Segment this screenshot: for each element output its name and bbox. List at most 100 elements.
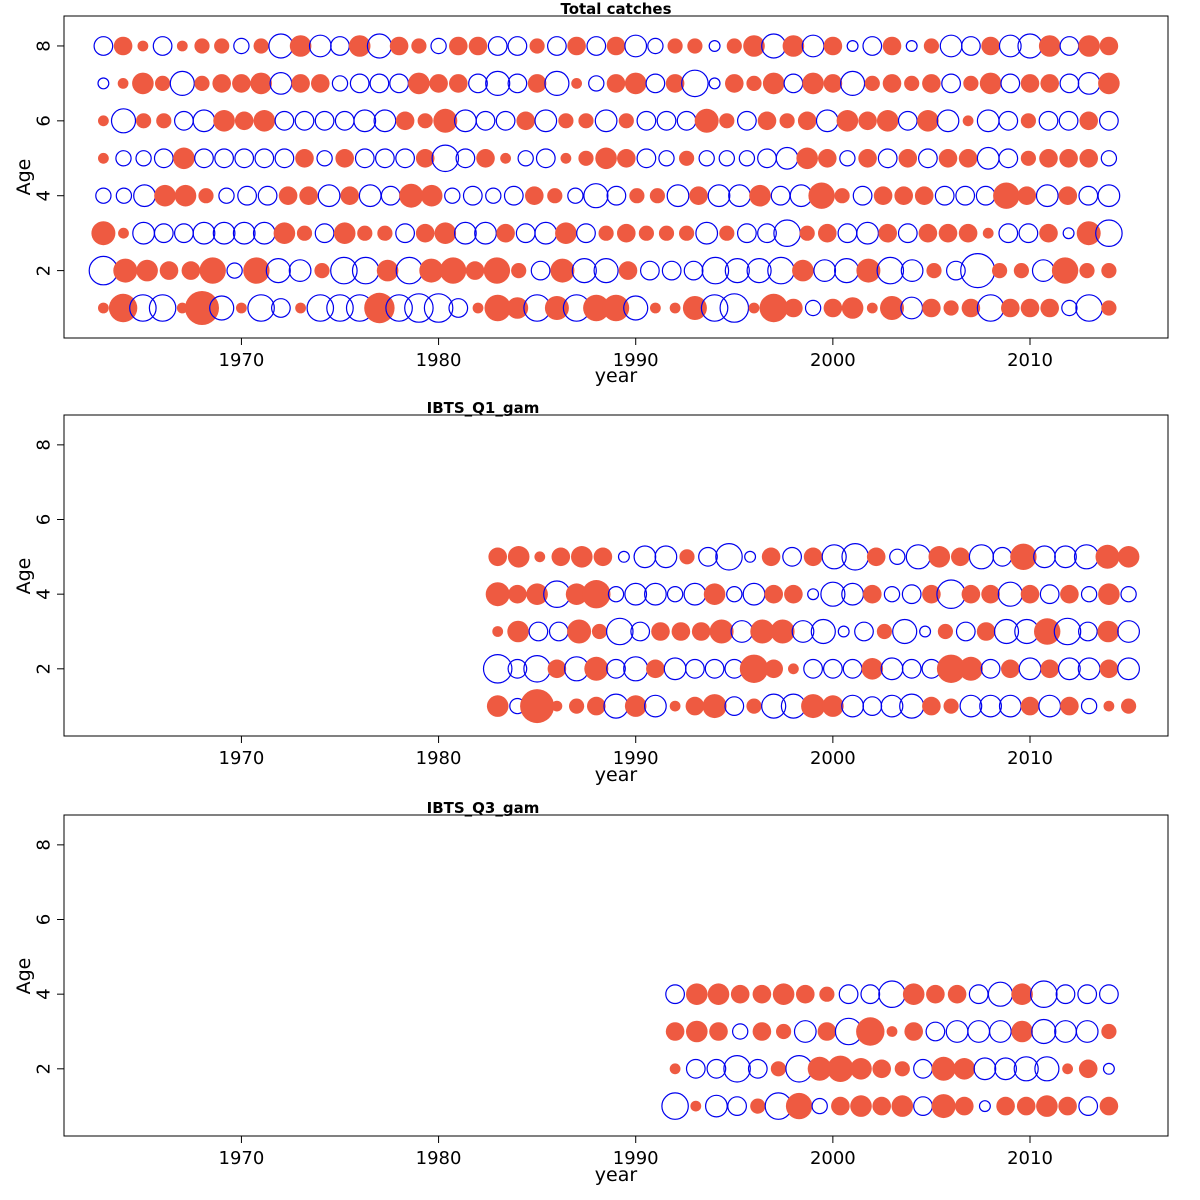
residual-bubble-positive (703, 583, 726, 605)
residual-bubble-negative (369, 73, 390, 94)
bubble-layer (482, 542, 1140, 724)
residual-bubble-positive (850, 1058, 872, 1080)
residual-bubble-negative (265, 258, 291, 284)
y-tick-label: 6 (34, 914, 55, 925)
residual-bubble-positive (719, 113, 735, 129)
residual-bubble-positive (181, 261, 201, 280)
residual-bubble-positive (253, 110, 276, 132)
residual-bubble-negative (528, 621, 549, 642)
residual-bubble-positive (880, 296, 904, 320)
residual-bubble-negative (998, 110, 1019, 131)
residual-bubble-negative (737, 110, 757, 131)
residual-bubble-negative (744, 550, 757, 563)
residual-bubble-positive (136, 259, 158, 282)
residual-bubble-negative (507, 73, 528, 94)
residual-bubble-positive (1010, 543, 1037, 570)
residual-bubble-positive (496, 223, 515, 243)
residual-bubble-negative (169, 70, 195, 97)
residual-bubble-positive (749, 184, 771, 207)
residual-bubble-positive (938, 223, 958, 243)
residual-bubble-positive (273, 222, 296, 244)
residual-bubble-negative (1077, 984, 1098, 1005)
residual-bubble-negative (837, 625, 850, 638)
residual-bubble-positive (618, 113, 634, 129)
residual-bubble-positive (213, 110, 235, 132)
residual-bubble-negative (897, 223, 918, 244)
residual-bubble-negative (700, 294, 729, 322)
residual-bubble-negative (308, 34, 332, 58)
residual-bubble-negative (1120, 586, 1137, 603)
axis-ticks: 1970 1980 1990 2000 2010 2 4 6 8 (34, 40, 1053, 371)
residual-bubble-negative (975, 185, 996, 206)
residual-bubble-negative (1018, 657, 1042, 681)
residual-bubble-positive (651, 622, 670, 641)
residual-bubble-positive (764, 584, 783, 604)
residual-bubble-positive (943, 300, 959, 316)
residual-bubble-negative (395, 256, 424, 285)
residual-bubble-negative (704, 658, 725, 679)
residual-bubble-negative (530, 260, 551, 281)
residual-bubble-positive (1016, 1096, 1036, 1116)
residual-bubble-positive (788, 663, 799, 675)
residual-bubble-positive (434, 222, 457, 244)
residual-bubble-negative (354, 148, 375, 169)
residual-bubble-positive (931, 1094, 956, 1119)
residual-bubble-negative (939, 34, 963, 58)
residual-bubble-negative (976, 109, 1000, 133)
residual-bubble-positive (962, 115, 974, 127)
x-tick-label: 2000 (810, 350, 856, 371)
residual-bubble-positive (779, 113, 795, 129)
residual-bubble-negative (1078, 1096, 1099, 1116)
residual-bubble-negative (455, 148, 476, 169)
residual-bubble-positive (555, 222, 577, 244)
residual-bubble-negative (640, 260, 660, 281)
residual-bubble-negative (804, 299, 822, 317)
x-tick-label: 1970 (219, 350, 265, 371)
residual-bubble-negative (135, 150, 152, 167)
residual-bubble-positive (858, 111, 877, 131)
residual-bubble-negative (306, 294, 335, 322)
residual-bubble-positive (953, 1058, 976, 1080)
y-tick-label: 4 (34, 190, 55, 201)
residual-bubble-positive (757, 111, 777, 131)
residual-bubble-negative (644, 694, 667, 718)
residual-bubble-negative (95, 187, 112, 204)
residual-bubble-positive (582, 580, 611, 609)
residual-bubble-negative (783, 73, 804, 94)
residual-bubble-positive (707, 983, 730, 1005)
residual-bubble-negative (586, 36, 607, 56)
axis-ticks: 1970 1980 1990 2000 2010 2 4 6 8 (34, 839, 1053, 1169)
residual-bubble-positive (1039, 149, 1058, 168)
residual-bubble-positive (567, 36, 586, 56)
residual-bubble-positive (886, 1026, 898, 1037)
residual-bubble-positive (638, 225, 655, 241)
residual-bubble-positive (958, 149, 978, 168)
residual-bubble-positive (796, 984, 815, 1004)
residual-bubble-positive (649, 188, 666, 204)
x-tick-label: 1990 (613, 748, 659, 769)
residual-bubble-negative (1098, 984, 1119, 1005)
residual-bubble-positive (746, 698, 762, 714)
residual-bubble-positive (364, 292, 395, 324)
residual-bubble-positive (807, 1056, 832, 1081)
residual-bubble-positive (947, 984, 967, 1004)
residual-bubble-negative (718, 150, 736, 167)
residual-bubble-negative (444, 187, 461, 204)
residual-bubble-positive (726, 38, 742, 54)
residual-bubble-positive (823, 298, 843, 318)
residual-bubble-negative (218, 187, 235, 204)
residual-bubble-negative (495, 110, 516, 131)
residual-bubble-negative (214, 148, 235, 169)
residual-bubble-negative (645, 73, 666, 94)
y-tick-label: 6 (34, 514, 55, 525)
residual-bubble-positive (730, 984, 750, 1004)
residual-bubble-positive (399, 183, 424, 208)
x-tick-label: 1990 (613, 350, 659, 371)
residual-bubble-positive (785, 1092, 813, 1120)
residual-bubble-positive (132, 72, 154, 95)
residual-bubble-negative (666, 184, 690, 208)
residual-bubble-negative (173, 110, 194, 131)
residual-bubble-negative (624, 582, 648, 606)
residual-bubble-positive (976, 622, 996, 641)
x-tick-label: 2010 (1007, 1148, 1053, 1169)
